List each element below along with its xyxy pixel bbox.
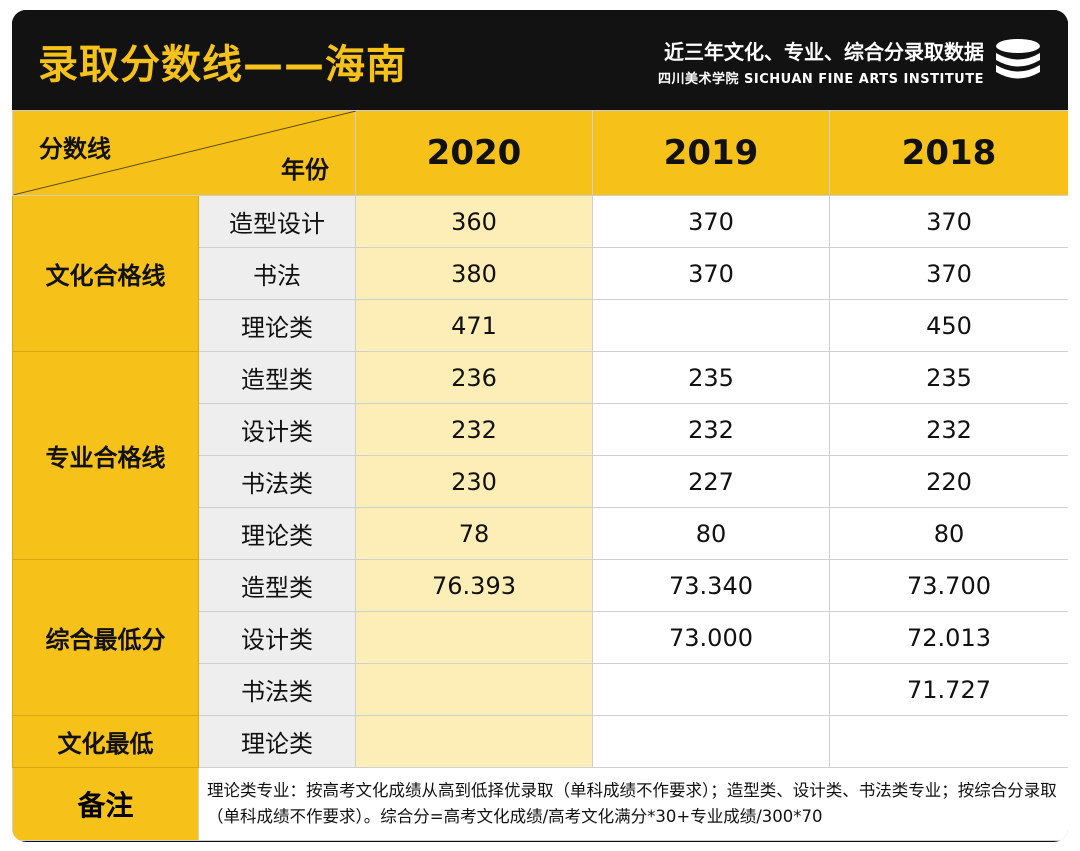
corner-label-year: 年份 (281, 156, 329, 184)
row-label: 设计类 (198, 611, 356, 664)
row-label: 理论类 (198, 715, 356, 768)
table-row: 文化最低 理论类 (12, 715, 1068, 768)
cell-value: 76.393 (355, 559, 593, 612)
group-label: 文化合格线 (12, 195, 199, 352)
cell-value: 471 (355, 299, 593, 352)
table-row: 设计类 73.000 72.013 (13, 611, 1068, 664)
cell-value: 71.727 (829, 663, 1068, 716)
group-label: 综合最低分 (12, 559, 199, 716)
cell-value: 78 (355, 507, 593, 560)
table-row: 专业合格线 造型类 236 235 235 (12, 351, 1068, 560)
corner-label-score: 分数线 (39, 135, 111, 163)
cell-value: 232 (355, 403, 593, 456)
cell-value (592, 299, 830, 352)
cell-value: 73.700 (829, 559, 1068, 612)
cell-value (355, 715, 593, 768)
cell-value: 370 (829, 247, 1068, 300)
row-label: 书法类 (198, 455, 356, 508)
group-label: 专业合格线 (12, 351, 199, 560)
cell-value: 80 (829, 507, 1068, 560)
note-row: 备注 理论类专业：按高考文化成绩从高到低择优录取（单科成绩不作要求）；造型类、设… (12, 767, 1068, 841)
cell-value: 236 (355, 351, 593, 404)
cell-value: 370 (592, 195, 830, 248)
cell-value: 73.340 (592, 559, 830, 612)
score-table: 分数线 年份 2020 2019 2018 文化合格线 造型设计 360 370… (12, 110, 1068, 841)
cell-value: 230 (355, 455, 593, 508)
cell-value: 72.013 (829, 611, 1068, 664)
corner-cell: 分数线 年份 (12, 110, 356, 196)
score-card: 录取分数线——海南 近三年文化、专业、综合分录取数据 四川美术学院 SICHUA… (12, 10, 1068, 842)
corner-diagonal (13, 111, 356, 195)
cell-value (829, 715, 1068, 768)
subtitle: 近三年文化、专业、综合分录取数据 (664, 40, 984, 64)
row-label: 造型设计 (198, 195, 356, 248)
table-row: 理论类 78 80 80 (13, 507, 1068, 560)
row-label: 书法类 (198, 663, 356, 716)
database-icon (996, 39, 1040, 79)
table-row: 文化合格线 造型设计 360 370 370 (12, 195, 1068, 352)
table-row: 综合最低分 造型类 76.393 73.340 73.700 (12, 559, 1068, 716)
table-row: 书法类 71.727 (13, 663, 1068, 716)
header-bar: 录取分数线——海南 近三年文化、专业、综合分录取数据 四川美术学院 SICHUA… (12, 10, 1068, 110)
cell-value: 232 (829, 403, 1068, 456)
note-text: 理论类专业：按高考文化成绩从高到低择优录取（单科成绩不作要求）；造型类、设计类、… (198, 767, 1068, 841)
year-header: 2018 (829, 110, 1068, 196)
header-row: 分数线 年份 2020 2019 2018 (12, 110, 1068, 196)
row-label: 书法 (198, 247, 356, 300)
row-label: 理论类 (198, 507, 356, 560)
cell-value: 380 (355, 247, 593, 300)
row-label: 理论类 (198, 299, 356, 352)
cell-value: 360 (355, 195, 593, 248)
page-title: 录取分数线——海南 (38, 42, 407, 88)
cell-value: 227 (592, 455, 830, 508)
cell-value (355, 611, 593, 664)
cell-value (592, 715, 830, 768)
cell-value: 235 (592, 351, 830, 404)
cell-value: 235 (829, 351, 1068, 404)
cell-value (355, 663, 593, 716)
cell-value: 220 (829, 455, 1068, 508)
cell-value (592, 663, 830, 716)
group-label: 文化最低 (12, 715, 199, 768)
row-label: 造型类 (198, 351, 356, 404)
table-row: 书法 380 370 370 (13, 247, 1068, 300)
table-row: 设计类 232 232 232 (13, 403, 1068, 456)
table-row: 理论类 471 450 (13, 299, 1068, 352)
row-label: 设计类 (198, 403, 356, 456)
row-label: 造型类 (198, 559, 356, 612)
cell-value: 370 (592, 247, 830, 300)
cell-value: 73.000 (592, 611, 830, 664)
year-header: 2019 (592, 110, 830, 196)
institute-name: 四川美术学院 SICHUAN FINE ARTS INSTITUTE (658, 72, 984, 87)
year-header: 2020 (355, 110, 593, 196)
cell-value: 370 (829, 195, 1068, 248)
table-row: 书法类 230 227 220 (13, 455, 1068, 508)
cell-value: 80 (592, 507, 830, 560)
cell-value: 450 (829, 299, 1068, 352)
cell-value: 232 (592, 403, 830, 456)
note-label: 备注 (12, 767, 199, 841)
